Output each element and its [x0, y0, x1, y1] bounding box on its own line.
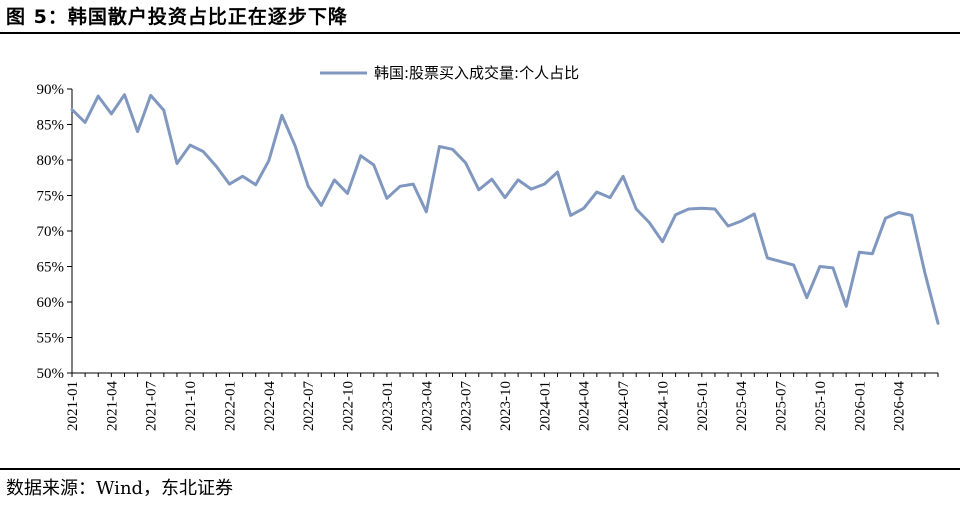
bottom-rule — [0, 468, 960, 470]
series-line — [70, 93, 940, 325]
y-tick-label: 90% — [37, 82, 65, 98]
y-tick-label: 55% — [37, 331, 65, 347]
x-tick-label: 2022-04 — [262, 381, 278, 431]
x-tick-label: 2024-01 — [537, 381, 553, 431]
chart-legend: 韩国:股票买入成交量:个人占比 — [320, 64, 579, 82]
chart-axes — [71, 89, 938, 374]
top-rule — [0, 32, 960, 34]
x-tick-label: 2025-04 — [734, 381, 750, 431]
x-tick-label: 2021-10 — [183, 381, 199, 431]
x-tick-label: 2021-04 — [104, 381, 120, 431]
x-tick-label: 2025-07 — [774, 381, 790, 431]
x-tick-label: 2026-04 — [892, 381, 908, 431]
x-tick-label: 2025-01 — [695, 381, 711, 431]
x-tick-label: 2023-07 — [459, 381, 475, 431]
x-tick-label: 2023-04 — [419, 381, 435, 431]
x-tick-label: 2021-01 — [65, 381, 81, 431]
x-tick-label: 2022-07 — [301, 381, 317, 431]
x-tick-label: 2024-07 — [616, 381, 632, 431]
y-tick-label: 60% — [37, 295, 65, 311]
y-tick-label: 80% — [37, 153, 65, 169]
line-chart: 50% 55% 60% 65% 70% 75% 80% 85% 90% 2021-01 2021-0… — [37, 64, 940, 431]
x-tick-label: 2022-10 — [341, 381, 357, 431]
source-note: 数据来源：Wind，东北证券 — [6, 478, 234, 499]
x-tick-label: 2021-07 — [144, 381, 160, 431]
x-tick-label: 2023-01 — [380, 381, 396, 431]
y-tick-label: 70% — [37, 224, 65, 240]
y-tick-label: 85% — [37, 118, 65, 134]
x-tick-label: 2024-04 — [577, 381, 593, 431]
x-tick-label: 2026-01 — [852, 381, 868, 431]
x-tick-label: 2024-10 — [655, 381, 671, 431]
x-tick-label: 2023-10 — [498, 381, 514, 431]
y-tick-label: 65% — [37, 260, 65, 276]
chart-series — [70, 93, 940, 325]
legend-label: 韩国:股票买入成交量:个人占比 — [374, 64, 579, 82]
figure-title: 图 5：韩国散户投资占比正在逐步下降 — [6, 6, 348, 28]
chart-ticks: 50% 55% 60% 65% 70% 75% 80% 85% 90% 2021-01 2021-0… — [37, 82, 939, 431]
x-tick-label: 2022-01 — [222, 381, 238, 431]
y-tick-label: 50% — [37, 366, 65, 382]
y-tick-label: 75% — [37, 189, 65, 205]
x-tick-label: 2025-10 — [813, 381, 829, 431]
